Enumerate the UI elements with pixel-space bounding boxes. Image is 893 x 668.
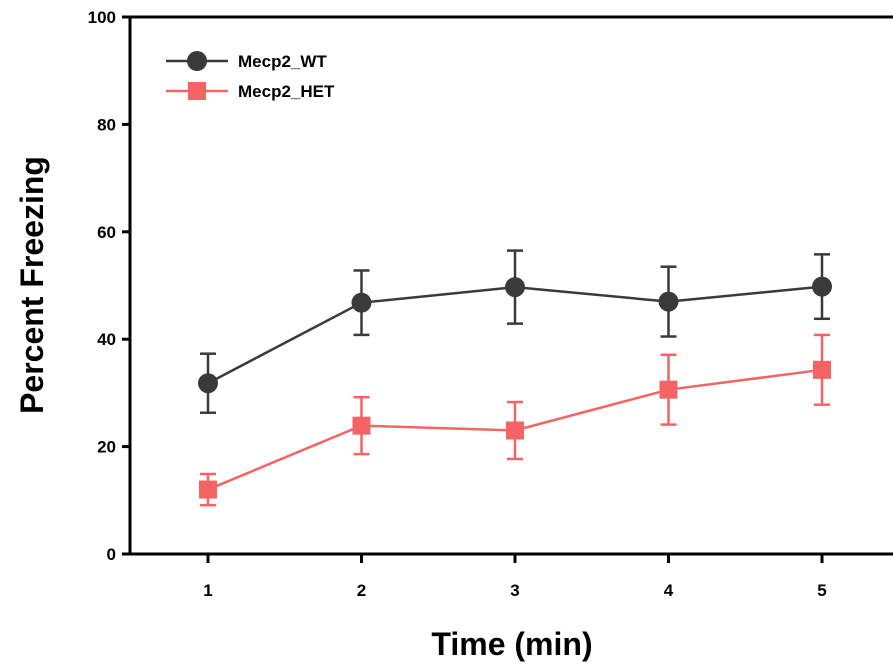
x-ticks: 1 2 3 4 5 [203, 554, 827, 600]
axes [128, 15, 893, 556]
data-point [659, 380, 678, 399]
data-point [352, 416, 371, 435]
y-tick-label: 60 [97, 223, 116, 242]
legend-marker-square [188, 82, 206, 100]
legend: Mecp2_WT Mecp2_HET [166, 51, 335, 101]
series-mecp2-wt [198, 249, 832, 415]
legend-item: Mecp2_HET [166, 82, 335, 101]
legend-label: Mecp2_WT [238, 52, 327, 71]
data-point [505, 277, 525, 298]
data-point [813, 360, 831, 379]
x-tick-label: 3 [510, 581, 519, 600]
series-layer [198, 249, 832, 507]
x-tick-label: 4 [664, 581, 674, 600]
y-ticks: 0 20 40 60 80 100 [88, 8, 130, 564]
y-tick-label: 100 [88, 8, 116, 27]
series-mecp2-het [199, 333, 831, 507]
data-point [198, 373, 218, 394]
data-point [812, 276, 832, 297]
y-axis-title: Percent Freezing [14, 156, 50, 414]
legend-label: Mecp2_HET [238, 82, 335, 101]
legend-marker-circle [187, 51, 207, 71]
x-tick-label: 5 [817, 581, 826, 600]
data-point [658, 291, 679, 312]
data-point [506, 421, 524, 440]
y-tick-label: 20 [97, 438, 116, 457]
x-tick-label: 2 [357, 581, 366, 600]
data-point [351, 292, 372, 313]
x-axis-title: Time (min) [431, 626, 592, 662]
y-tick-label: 80 [97, 115, 116, 134]
x-tick-label: 1 [203, 581, 212, 600]
data-point [199, 480, 217, 499]
y-tick-label: 40 [97, 330, 116, 349]
legend-item: Mecp2_WT [166, 51, 327, 71]
y-tick-label: 0 [107, 545, 116, 564]
